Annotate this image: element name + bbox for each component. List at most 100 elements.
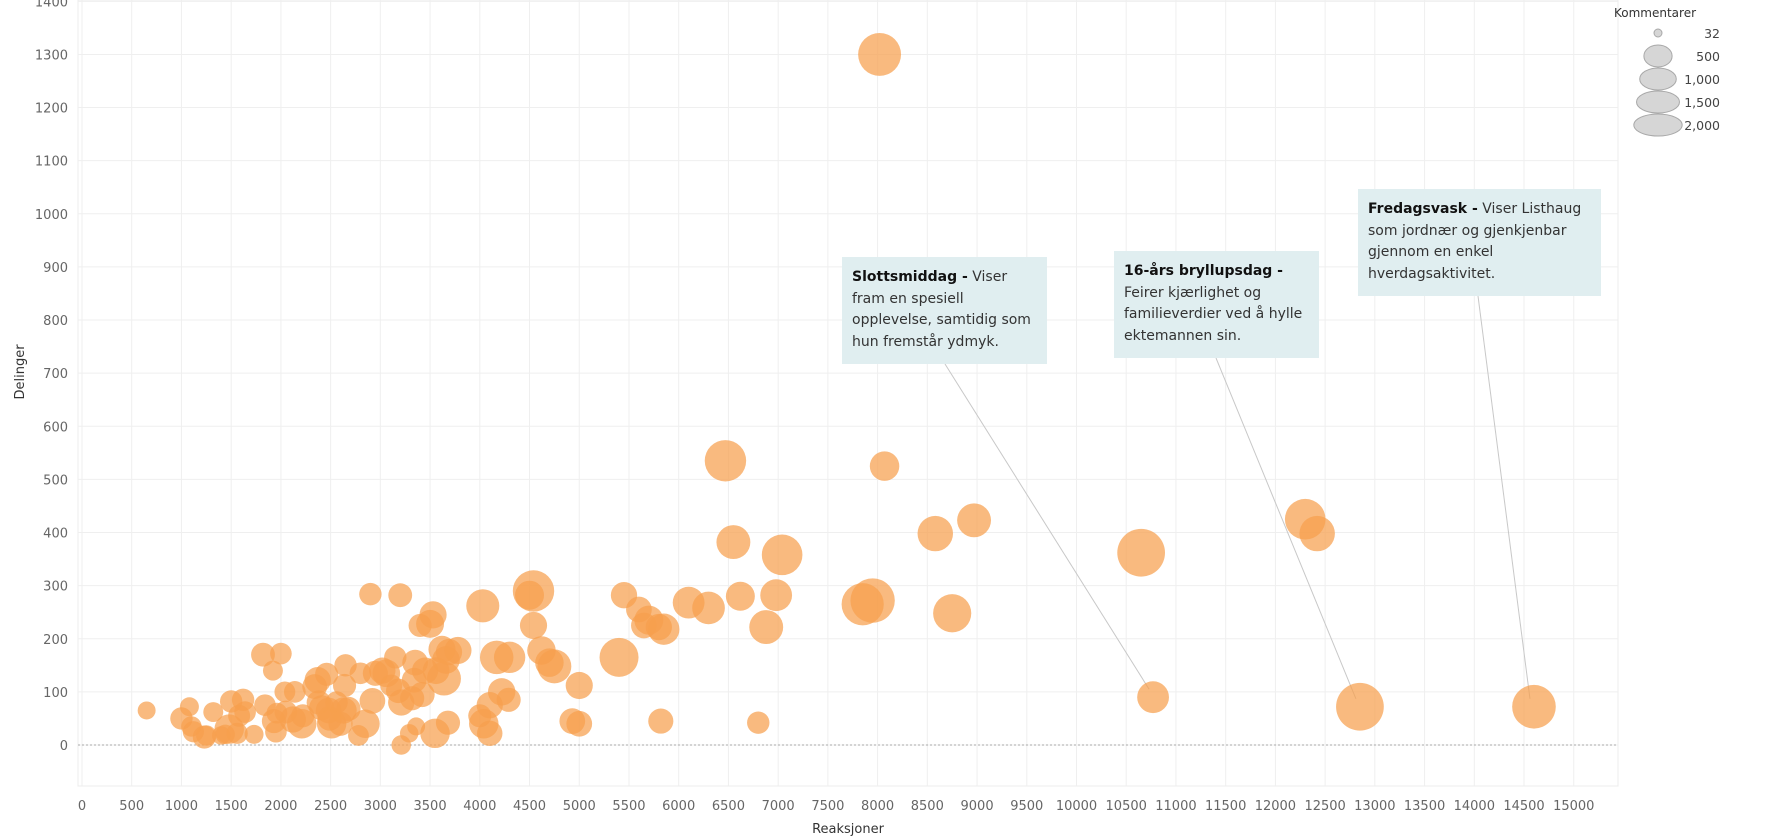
data-point [332,673,357,698]
data-point [917,515,954,552]
data-point [869,451,900,481]
data-point [648,708,674,734]
data-point [760,579,793,612]
y-tick-label: 100 [43,686,68,701]
annotation-text: Viser Listhaug som jordnær og gjenkjenba… [1368,201,1582,282]
x-tick-label: 5000 [563,799,596,814]
x-tick-label: 12000 [1255,799,1296,814]
x-tick-label: 14500 [1503,799,1544,814]
data-point [283,681,306,703]
x-tick-label: 500 [119,799,144,814]
x-tick-label: 13000 [1354,799,1395,814]
data-point [599,637,639,677]
x-tick-label: 11000 [1155,799,1196,814]
x-tick-label: 12500 [1304,799,1345,814]
x-tick-label: 3500 [414,799,447,814]
legend-size-label: 1,000 [1684,72,1720,87]
data-point [519,611,548,640]
legend-size-label: 32 [1704,26,1720,41]
x-tick-label: 7000 [762,799,795,814]
y-tick-label: 1200 [35,102,68,117]
data-point [749,610,784,645]
data-point [761,534,803,576]
data-point [270,642,292,665]
data-point [137,701,156,720]
y-tick-label: 900 [43,261,68,276]
data-point [565,671,593,700]
data-point [957,503,992,538]
data-point [203,702,224,723]
data-point [1336,682,1384,731]
legend-size-marker [1633,113,1683,137]
annotation-text: Viser fram en spesiell opplevelse, samti… [852,269,1031,350]
x-tick-label: 13500 [1404,799,1445,814]
y-tick-label: 1000 [35,208,68,223]
x-tick-label: 4000 [463,799,496,814]
annotation-leader-line [1477,295,1531,699]
legend-size-marker [1643,44,1673,68]
x-tick-label: 9500 [1010,799,1043,814]
data-point [291,704,315,728]
data-point [716,525,751,560]
annotation-leader-line [944,363,1150,690]
data-point [933,594,972,633]
plot-frame [77,0,1619,787]
annotation-leader-lines [944,295,1531,699]
data-point [419,601,447,629]
x-tick-label: 3000 [364,799,397,814]
x-tick-label: 15000 [1553,799,1594,814]
annotation-fredagsvask: Fredagsvask - Viser Listhaug som jordnær… [1358,189,1601,296]
x-tick-label: 6000 [662,799,695,814]
data-point [435,710,461,735]
y-tick-label: 600 [43,420,68,435]
x-tick-label: 2500 [314,799,347,814]
x-tick-label: 10500 [1106,799,1147,814]
annotation-title: Slottsmiddag - [852,269,968,285]
x-tick-label: 6500 [712,799,745,814]
data-point [196,725,217,746]
y-tick-label: 500 [43,473,68,488]
grid [77,0,1619,787]
size-legend: Kommentarer 32 500 1,000 1,500 2,000 [1614,6,1720,137]
data-point [234,701,256,723]
data-point [1117,528,1166,577]
x-tick-label: 8000 [861,799,894,814]
legend-title: Kommentarer [1614,6,1696,20]
y-tick-label: 700 [43,367,68,382]
data-point [265,720,287,743]
data-point [704,440,747,482]
data-point [1137,681,1169,714]
y-tick-label: 300 [43,580,68,595]
legend-size-marker [1636,90,1680,114]
data-point [1299,515,1335,552]
x-axis-label: Reaksjoner [812,822,885,837]
x-tick-label: 4500 [513,799,546,814]
data-point [747,711,770,734]
data-point [512,570,555,612]
x-tick-label: 5500 [612,799,645,814]
data-point [493,641,526,674]
x-axis: 0 500 1000 1500 2000 2500 3000 3500 4000 4500 5000… [78,799,1595,814]
data-point [244,724,264,744]
data-point [850,578,895,623]
annotation-slottsmiddag: Slottsmiddag - Viser fram en spesiell op… [842,257,1047,364]
annotation-bryllupsdag: 16-års bryllupsdag - Feirer kjærlighet o… [1114,251,1319,358]
y-axis-label: Delinger [13,344,28,400]
annotation-title: 16-års bryllupsdag - [1124,263,1283,279]
y-tick-label: 1400 [35,0,68,10]
data-point [648,613,680,645]
legend-size-marker [1653,28,1663,38]
data-point [262,660,283,681]
data-point [409,681,435,708]
x-tick-label: 2000 [264,799,297,814]
data-point [251,642,275,667]
data-point [351,709,380,738]
annotation-leader-line [1215,357,1357,699]
data-point [226,722,248,744]
data-point [1512,684,1556,729]
x-tick-label: 14000 [1454,799,1495,814]
y-tick-label: 1100 [35,155,68,170]
legend-size-label: 1,500 [1684,95,1720,110]
annotation-text: Feirer kjærlighet og familieverdier ved … [1124,284,1303,344]
